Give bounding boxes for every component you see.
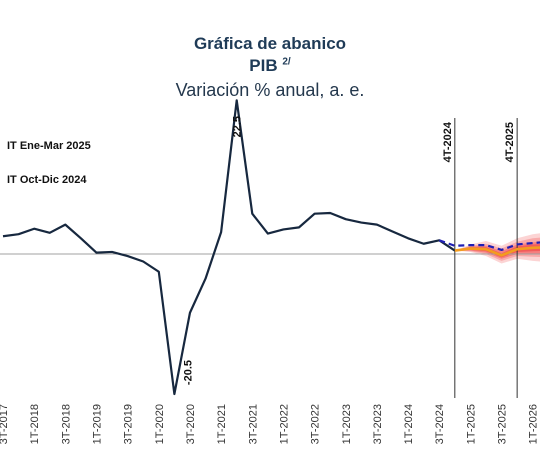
annotation-layer: 22.5 -20.5 — [182, 116, 243, 385]
legend-entry: IT Ene-Mar 2025 — [7, 140, 91, 152]
x-tick-label: 1T-2026 — [528, 404, 540, 444]
series-line-forecast-current — [454, 246, 540, 257]
fan-band-3 — [454, 241, 540, 259]
x-tick-label: 3T-2021 — [247, 404, 259, 444]
x-tick-layer: 3T-2017 1T-2018 3T-2018 1T-2019 3T-2019 1T-20… — [0, 404, 540, 444]
x-tick-label: 1T-2021 — [216, 404, 228, 444]
series-line-forecast-previous — [438, 239, 540, 252]
x-tick-label: 3T-2018 — [60, 404, 72, 444]
x-tick-label: 3T-2017 — [0, 404, 10, 444]
x-tick-label: 3T-2022 — [310, 404, 322, 444]
chart-subtitle: PIB 2/ — [0, 56, 540, 76]
fan-band-4 — [454, 244, 540, 258]
chart-units: Variación % anual, a. e. — [175, 80, 365, 100]
x-tick-label: 1T-2020 — [154, 404, 166, 444]
vertical-line-layer: 4T-2024 4T-2025 — [442, 118, 518, 398]
legend-layer: IT Ene-Mar 2025 IT Oct-Dic 2024 — [7, 140, 91, 186]
fan-band-1 — [454, 233, 540, 264]
x-tick-label: 1T-2025 — [465, 404, 477, 444]
x-tick-label: 3T-2025 — [497, 404, 509, 444]
x-tick-label: 3T-2024 — [434, 404, 446, 444]
data-label: 22.5 — [232, 116, 244, 137]
x-tick-label: 3T-2023 — [372, 404, 384, 444]
subtitle-footnote: 2/ — [282, 56, 291, 68]
x-tick-label: 1T-2018 — [29, 404, 41, 444]
x-tick-label: 1T-2022 — [278, 404, 290, 444]
vertical-line-label: 4T-2024 — [442, 121, 454, 162]
vertical-line-label: 4T-2025 — [504, 122, 516, 162]
series-line-actual — [2, 99, 456, 396]
data-label: -20.5 — [182, 360, 194, 385]
x-tick-label: 3T-2020 — [185, 404, 197, 444]
x-tick-label: 3T-2019 — [123, 404, 135, 444]
series-layer — [2, 99, 540, 396]
x-tick-label: 1T-2019 — [91, 404, 103, 444]
x-tick-label: 1T-2024 — [403, 404, 415, 444]
subtitle-main: PIB — [249, 56, 278, 75]
x-tick-label: 1T-2023 — [341, 404, 353, 444]
legend-entry: IT Oct-Dic 2024 — [7, 174, 87, 186]
chart-title: Gráfica de abanico — [193, 34, 347, 53]
